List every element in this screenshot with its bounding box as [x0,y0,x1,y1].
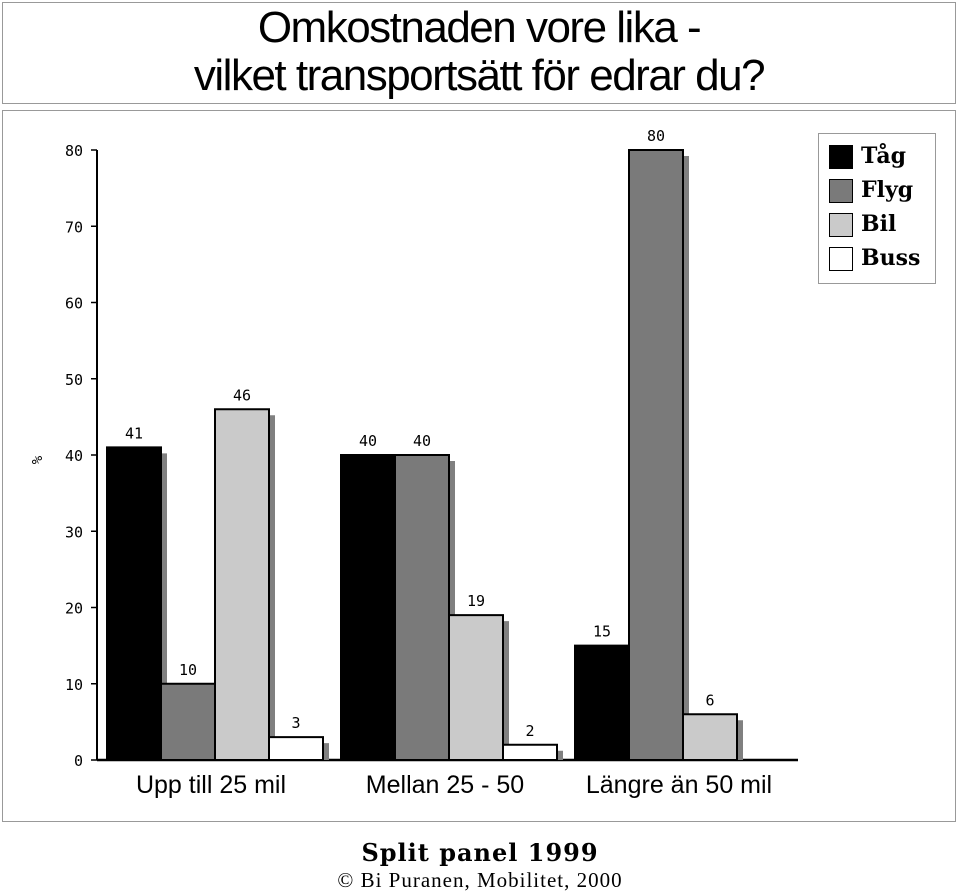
legend: Tåg Flyg Bil Buss [818,133,936,284]
x-category-label: Mellan 25 - 50 [366,771,524,799]
y-tick-label: 50 [65,371,83,389]
chart-panel [2,110,956,822]
bar [628,149,684,761]
bar [448,614,504,761]
legend-label: Flyg [861,177,914,203]
legend-swatch [829,145,853,169]
y-tick-label: 10 [65,676,83,694]
bar-chart: 0 10 20 30 40 50 60 70 80% 41 10 46 3 Upp till 25 mil… [30,127,798,799]
chart-title-line-1: Omkostnaden vore lika - [257,3,702,52]
footer-title: Split panel 1999 [361,838,599,867]
legend-label: Bil [861,211,897,237]
legend-swatch [829,213,853,237]
bar [214,408,270,761]
legend-swatch [829,179,853,203]
bar [106,446,162,761]
bar [682,713,738,761]
bar [268,736,324,761]
bar [160,682,216,761]
y-tick-label: 40 [65,447,83,465]
bar-data-label: 80 [647,127,665,145]
x-category-label: Upp till 25 mil [136,771,286,799]
legend-label: Tåg [861,143,906,169]
y-tick-label: 60 [65,295,83,313]
bar [340,454,396,761]
footer-credit: © Bi Puranen, Mobilitet, 2000 [337,868,623,892]
y-tick-label: 0 [74,752,83,770]
bar-data-label: 6 [705,691,714,709]
y-axis-label: % [30,455,46,464]
bar-data-label: 40 [359,432,377,450]
legend-label: Buss [861,245,921,271]
bar [502,743,558,761]
y-tick-label: 70 [65,218,83,236]
bar-data-label: 2 [525,722,534,740]
bar-data-label: 40 [413,432,431,450]
bar-data-label: 10 [179,661,197,679]
y-tick-label: 20 [65,600,83,618]
bar-data-label: 41 [125,424,143,442]
y-tick-label: 30 [65,523,83,541]
bar-data-label: 46 [233,386,251,404]
title-box: Omkostnaden vore lika - vilket transport… [2,2,956,104]
bar-data-label: 3 [291,714,300,732]
bar [394,454,450,761]
chart-title-line-2: vilket transportsätt för edrar du? [193,51,766,100]
bar-data-label: 19 [467,592,485,610]
y-tick-label: 80 [65,142,83,160]
x-category-label: Längre än 50 mil [586,771,772,799]
bar [574,644,630,761]
bar-data-label: 15 [593,623,611,641]
legend-swatch [829,247,853,271]
